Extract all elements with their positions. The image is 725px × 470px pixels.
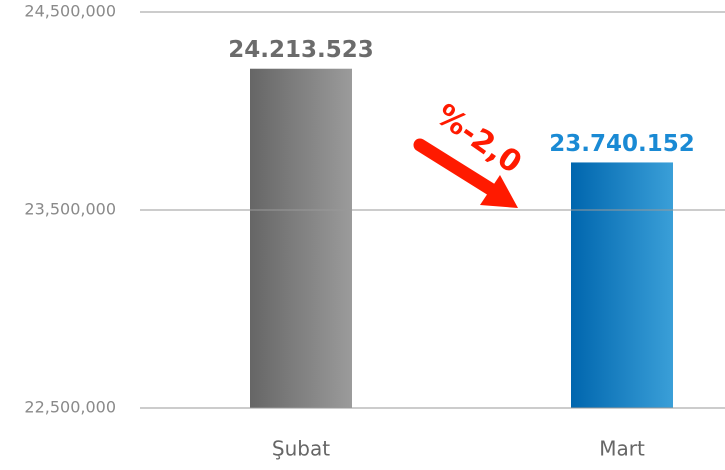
value-label: 23.740.152	[549, 131, 695, 157]
arrow	[413, 138, 518, 208]
x-tick-label: Mart	[599, 437, 645, 461]
bar	[571, 162, 673, 408]
y-tick-label: 24,500,000	[24, 2, 116, 21]
x-tick-label: Şubat	[272, 437, 330, 461]
value-label: 24.213.523	[228, 37, 374, 63]
bar	[250, 68, 352, 408]
y-tick-label: 23,500,000	[24, 200, 116, 219]
annotation: %-2,0	[429, 97, 527, 181]
y-tick-label: 22,500,000	[24, 398, 116, 417]
